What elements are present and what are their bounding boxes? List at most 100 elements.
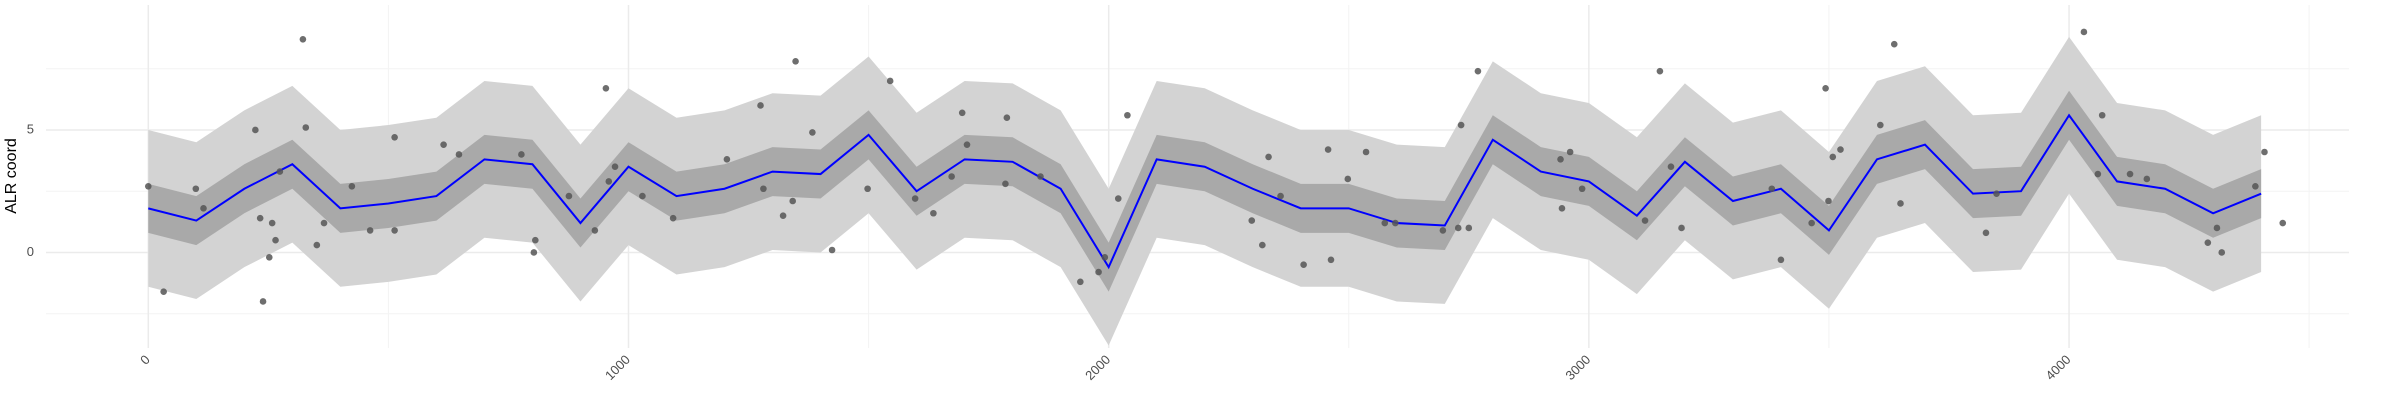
data-point	[1124, 111, 1131, 119]
data-point	[200, 205, 207, 212]
data-point	[809, 129, 816, 136]
data-point	[2126, 170, 2134, 178]
data-point	[1381, 219, 1389, 227]
y-axis-label: ALR coord	[3, 138, 20, 214]
data-point	[1566, 148, 1574, 156]
data-point	[2218, 249, 2226, 256]
data-point	[792, 58, 799, 65]
data-point	[272, 236, 279, 244]
data-point	[1557, 156, 1564, 163]
data-point	[313, 241, 321, 249]
data-point	[320, 219, 328, 227]
data-point	[1259, 241, 1266, 249]
data-point	[1265, 153, 1272, 161]
data-point	[1324, 146, 1332, 153]
data-point	[144, 183, 152, 190]
data-point	[391, 227, 398, 234]
data-point	[886, 77, 894, 85]
data-point	[1101, 254, 1109, 261]
data-point	[864, 185, 871, 193]
data-point	[1465, 224, 1473, 232]
data-point	[2094, 170, 2102, 178]
data-point	[1327, 256, 1335, 264]
data-point	[1300, 261, 1307, 269]
data-point	[958, 109, 966, 117]
data-point	[276, 168, 284, 175]
y-tick-label: 5	[27, 121, 34, 136]
data-point	[1037, 173, 1044, 180]
data-point	[565, 192, 573, 200]
data-point	[1808, 219, 1815, 227]
data-point	[602, 85, 610, 92]
data-point	[2204, 239, 2212, 246]
data-point	[2098, 111, 2106, 119]
data-point	[911, 195, 919, 202]
data-point	[302, 124, 310, 131]
data-point	[1003, 114, 1011, 121]
data-point	[2080, 28, 2088, 36]
data-point	[1362, 148, 1370, 156]
data-point	[1474, 67, 1482, 75]
data-point	[1454, 224, 1462, 232]
data-point	[757, 102, 764, 109]
data-point	[760, 185, 767, 193]
data-point	[1822, 85, 1829, 92]
data-point	[2279, 219, 2287, 227]
data-point	[1457, 121, 1465, 129]
data-point	[2261, 148, 2268, 156]
y-tick-label: 0	[27, 244, 34, 259]
data-point	[1777, 256, 1785, 264]
data-point	[1558, 205, 1566, 212]
data-point	[160, 288, 167, 295]
data-point	[391, 134, 398, 141]
data-point	[440, 141, 447, 148]
x-tick-label: 4000	[2043, 352, 2074, 383]
data-point	[366, 227, 374, 234]
data-point	[963, 141, 971, 148]
data-point	[930, 209, 937, 217]
data-point	[2213, 224, 2221, 232]
x-tick-label: 3000	[1562, 352, 1593, 383]
data-point	[1095, 268, 1102, 276]
data-point	[256, 214, 264, 222]
data-point	[591, 227, 599, 234]
data-point	[1578, 185, 1586, 193]
data-point	[1837, 146, 1844, 153]
data-point	[265, 254, 273, 261]
data-point	[268, 219, 276, 227]
data-point	[1392, 219, 1399, 227]
data-point	[1667, 163, 1675, 170]
data-point	[1656, 67, 1664, 75]
ribbon	[148, 90, 2262, 292]
data-point	[1829, 153, 1837, 161]
data-point	[348, 183, 356, 190]
data-point	[723, 156, 731, 163]
data-point	[1077, 278, 1084, 286]
data-point	[2252, 183, 2259, 190]
data-point	[605, 178, 613, 185]
data-point	[1877, 121, 1884, 129]
data-point	[779, 212, 787, 219]
data-point	[1768, 185, 1776, 193]
data-point	[1641, 217, 1649, 224]
data-point	[669, 214, 677, 222]
data-point	[1248, 217, 1256, 224]
data-point	[789, 197, 796, 205]
data-point	[532, 236, 539, 244]
data-point	[948, 173, 955, 180]
data-point	[455, 151, 463, 158]
data-point	[1982, 229, 1990, 237]
data-point	[2143, 175, 2151, 183]
data-point	[1114, 195, 1122, 202]
data-point	[530, 249, 538, 256]
data-point	[1825, 197, 1832, 205]
data-point	[639, 192, 646, 200]
data-point	[1344, 175, 1352, 183]
data-point	[828, 246, 836, 254]
data-point	[192, 185, 200, 193]
x-tick-label: 0	[137, 352, 153, 368]
data-point	[611, 163, 619, 170]
data-point	[1277, 192, 1284, 200]
data-point	[1439, 227, 1447, 234]
